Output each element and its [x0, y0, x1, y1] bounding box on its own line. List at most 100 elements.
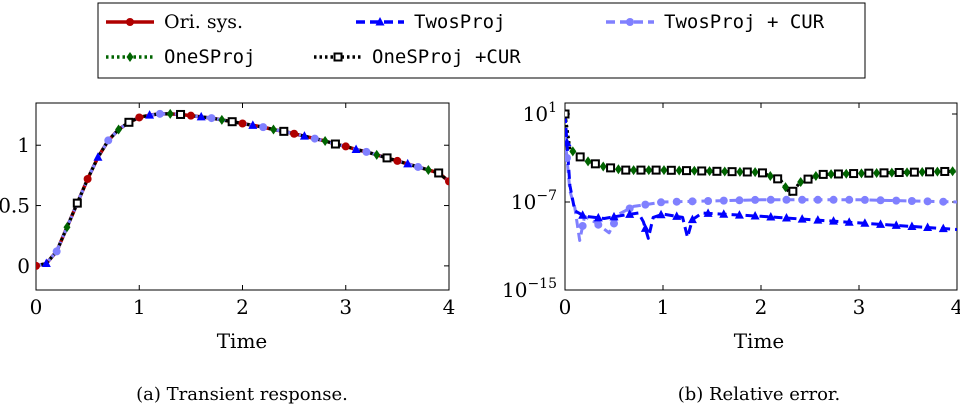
chart-b-point-onescur	[712, 166, 722, 176]
legend-entry-ones: OneSProj	[106, 46, 256, 68]
chart-b-point-ones	[584, 156, 592, 167]
chart-b-point-onescur	[788, 186, 798, 196]
chart-b-point-twos	[938, 223, 948, 233]
chart-b-point-onescur	[742, 167, 752, 177]
legend-swatch-marker	[126, 52, 134, 62]
chart-a-series	[36, 108, 449, 270]
chart-b-point-ones	[706, 166, 714, 177]
chart-b-point-twoscur	[735, 196, 744, 205]
chart-b-point-twoscur	[939, 197, 948, 206]
chart-b-point-twos	[609, 211, 619, 221]
chart-a-point-ones	[424, 164, 432, 175]
chart-a-point-ones	[218, 114, 226, 125]
chart-b-point-twoscur	[688, 197, 697, 206]
chart-b-ticks: 0 1 2 3 4 101 10−7 10−15	[502, 100, 960, 319]
chart-b-point-twos	[766, 211, 776, 221]
chart-b-point-twos	[876, 219, 886, 228]
legend-entry-onescur: OneSProj +CUR	[314, 46, 521, 68]
chart-b-point-twos	[907, 221, 917, 230]
legend-swatch-marker	[375, 17, 385, 26]
chart-b-xtick-label: 2	[755, 295, 768, 319]
chart-a-point-twos	[145, 110, 155, 119]
chart-a-line-twos	[36, 112, 449, 268]
chart-a-ytick-label: 1	[17, 133, 30, 157]
chart-b-point-onescur	[636, 165, 646, 175]
chart-b-ytick-label: 10−7	[511, 188, 557, 214]
chart-b-point-onescur	[864, 168, 874, 178]
chart-a-xtick-label: 3	[339, 295, 352, 319]
chart-a-line-onescur	[36, 112, 449, 268]
chart-b-point-twoscur	[565, 154, 571, 162]
chart-b-point-onescur	[757, 168, 767, 178]
chart-b-point-ones	[827, 169, 835, 180]
chart-a-point-ori	[290, 129, 299, 138]
chart-b-point-twoscur	[594, 220, 603, 229]
chart-a-point-twos	[351, 144, 361, 153]
chart-b-point-twoscur	[641, 200, 650, 209]
chart-b-point-twoscur	[610, 219, 618, 228]
chart-b-point-ones	[782, 182, 789, 193]
chart-b-series	[565, 109, 957, 242]
chart-a-line-ones	[36, 112, 449, 268]
chart-b-point-twos	[829, 216, 839, 225]
legend-swatch-marker	[333, 52, 343, 62]
chart-a-point-ori	[445, 177, 449, 186]
chart-a-point-twoscur	[310, 134, 319, 143]
chart-a-point-onescur	[176, 109, 186, 119]
chart-a-xtick-label: 4	[443, 295, 456, 319]
chart-b: 0 1 2 3 4 101 10−7 10−15 Time (b) Relative erro…	[502, 100, 960, 405]
chart-a-point-twoscur	[414, 162, 423, 171]
chart-b-point-twos	[565, 137, 572, 147]
chart-b-point-twos	[781, 213, 791, 222]
chart-b-point-onescur	[682, 166, 692, 176]
chart-b-xtick-label: 1	[657, 295, 670, 319]
chart-b-xtick-label: 4	[951, 295, 960, 319]
chart-b-point-ones	[933, 166, 941, 177]
chart-b-point-twos	[813, 215, 823, 224]
chart-b-point-twos	[797, 214, 807, 223]
legend-swatch-marker	[626, 18, 634, 26]
chart-a-point-ori	[135, 113, 144, 122]
chart-b-point-ones	[675, 165, 683, 176]
legend: Ori. sys. TwosProj TwosProj + CUR OneSProj O…	[97, 2, 866, 79]
chart-a-point-ori	[83, 175, 92, 184]
chart-a-caption: (a) Transient response.	[136, 384, 348, 405]
chart-a-point-ones	[269, 124, 277, 135]
chart-b-point-onescur	[606, 163, 616, 173]
chart-a-point-onescur	[330, 139, 340, 149]
chart-a-point-twoscur	[155, 109, 164, 118]
chart-b-point-ones	[721, 166, 729, 177]
chart-b-point-twoscur	[923, 197, 932, 206]
chart-b-point-ones	[660, 165, 668, 176]
chart-b-point-onescur	[590, 159, 600, 169]
chart-b-point-onescur	[940, 166, 950, 176]
chart-a-point-ori	[238, 119, 247, 128]
chart-b-point-onescur	[565, 109, 570, 119]
chart-b-point-twoscur	[860, 195, 869, 204]
legend-label-ori: Ori. sys.	[164, 11, 243, 33]
chart-b-point-twoscur	[813, 195, 822, 204]
chart-b-point-twos	[891, 220, 901, 229]
legend-label-onescur: OneSProj +CUR	[372, 46, 521, 68]
chart-b-point-ones	[751, 167, 759, 178]
chart-a-point-twos	[196, 111, 206, 121]
chart-b-point-ones	[766, 170, 774, 181]
chart-b-point-ones	[630, 165, 638, 176]
chart-a-ticks: 0 1 2 3 4 0 0.5 1	[0, 103, 455, 319]
chart-a-xtick-label: 0	[30, 295, 43, 319]
chart-b-point-twos	[656, 209, 666, 219]
chart-b-ytick-label: 10−15	[502, 276, 557, 302]
chart-b-point-onescur	[621, 165, 631, 175]
legend-label-twoscur: TwosProj + CUR	[664, 11, 825, 33]
chart-b-point-twos	[578, 210, 588, 219]
chart-a-point-onescur	[227, 117, 237, 127]
chart-b-point-twos	[719, 209, 729, 218]
chart-a-point-ones	[115, 124, 123, 135]
chart-b-point-ones	[645, 165, 653, 176]
chart-b-line-ones	[565, 113, 957, 196]
chart-a-point-ones	[321, 136, 329, 147]
chart-a-point-twoscur	[104, 136, 113, 145]
chart-b-point-onescur	[818, 169, 828, 179]
chart-b-point-twoscur	[829, 195, 838, 204]
chart-a-point-twoscur	[259, 123, 268, 132]
